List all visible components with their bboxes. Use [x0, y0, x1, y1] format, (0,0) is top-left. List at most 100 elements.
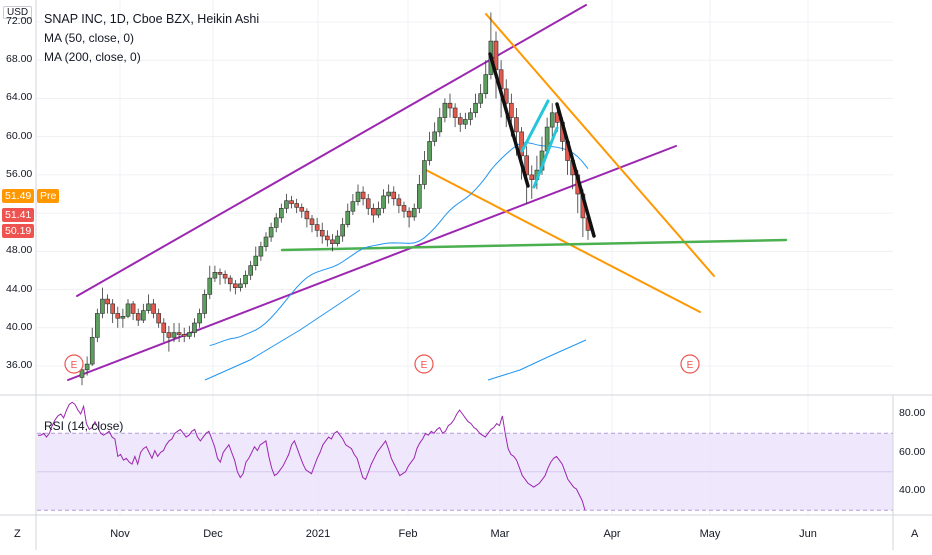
candle-body	[156, 313, 161, 324]
price-tick-label: 56.00	[6, 167, 33, 180]
time-tick-label: Dec	[203, 528, 223, 540]
time-tick-label: Jun	[799, 528, 817, 540]
candle-body	[233, 283, 238, 288]
time-tick-label: Mar	[490, 528, 510, 540]
candle-body	[171, 332, 177, 338]
candle-body	[294, 203, 299, 208]
channel-lower-line	[67, 145, 677, 381]
indicator-ma200[interactable]: MA (200, close, 0)	[44, 50, 141, 64]
candle-body	[478, 93, 483, 104]
candle-body	[365, 198, 371, 209]
candle-body	[319, 230, 325, 237]
rsi-series	[38, 401, 586, 511]
candle-body	[386, 191, 391, 197]
price-tick-label: 44.00	[6, 282, 33, 295]
candle-body	[330, 239, 335, 244]
decline-line-2	[555, 102, 596, 238]
price-tag-premarket: 51.49	[2, 189, 35, 203]
candle-body	[442, 102, 448, 118]
chart-legend: SNAP INC, 1D, Cboe BZX, Heikin Ashi MA (…	[44, 10, 259, 67]
price-tick-label: 64.00	[6, 91, 33, 104]
zoom-reset-button[interactable]: Z	[14, 528, 21, 540]
candle-body	[345, 210, 351, 225]
candle-body	[273, 217, 279, 228]
flag-line-2	[532, 126, 559, 189]
candle-body	[452, 107, 458, 118]
candle-body	[350, 201, 356, 212]
candle-body	[376, 208, 381, 216]
candle-body	[279, 208, 284, 219]
candle-body	[181, 334, 187, 337]
currency-label[interactable]: USD	[3, 6, 33, 19]
price-tick-label: 40.00	[6, 320, 33, 333]
time-tick-label: Nov	[110, 528, 130, 540]
candle-body	[529, 174, 535, 180]
flag-line-1	[520, 99, 550, 153]
candle-body	[268, 227, 274, 238]
candle-body	[197, 313, 202, 324]
candle-body	[100, 298, 105, 314]
candle-body	[447, 102, 453, 109]
candle-body	[84, 363, 90, 371]
candle-body	[417, 184, 422, 209]
candle-body	[411, 208, 417, 218]
candle-body	[360, 191, 366, 200]
candle-body	[105, 298, 110, 305]
candle-body	[549, 112, 555, 128]
price-tag-close: 50.19	[2, 224, 35, 238]
candle-body	[110, 303, 115, 314]
candles	[79, 12, 591, 386]
candle-body	[146, 303, 151, 311]
candle-body	[227, 277, 233, 285]
price-grid	[37, 0, 893, 515]
earnings-letter: E	[687, 360, 694, 371]
candle-body	[299, 207, 305, 212]
candle-body	[79, 369, 85, 378]
candle-body	[115, 313, 121, 319]
candle-body	[381, 195, 386, 209]
candle-body	[457, 117, 463, 125]
candle-body	[427, 141, 432, 161]
candle-body	[524, 155, 529, 176]
support-line	[280, 238, 788, 252]
price-tick-label: 36.00	[6, 359, 33, 371]
candle-body	[95, 313, 100, 338]
time-tick-label: May	[699, 528, 721, 540]
candle-body	[391, 191, 397, 200]
candle-body	[130, 303, 136, 314]
candle-body	[483, 74, 489, 94]
candle-body	[335, 235, 340, 244]
candle-body	[253, 255, 259, 266]
indicator-ma50[interactable]: MA (50, close, 0)	[44, 31, 135, 45]
price-tick-label: 72.00	[6, 15, 33, 27]
candle-body	[509, 102, 514, 118]
rsi-line	[38, 401, 586, 511]
candle-body	[125, 303, 131, 317]
candle-body	[304, 210, 310, 220]
candle-body	[325, 235, 330, 241]
candle-body	[243, 274, 248, 285]
candle-body	[212, 272, 218, 279]
price-tick-label: 48.00	[6, 244, 33, 257]
price-tick-label: 68.00	[6, 53, 33, 66]
ma200-line	[487, 339, 587, 381]
earnings-marker	[64, 354, 84, 374]
candle-body	[202, 294, 207, 314]
candle-body	[238, 283, 243, 288]
candle-body	[432, 131, 437, 142]
auto-scale-button[interactable]: A	[911, 528, 919, 540]
candle-body	[519, 131, 524, 157]
earnings-letter: E	[421, 360, 428, 371]
candle-body	[422, 160, 427, 185]
rsi-legend[interactable]: RSI (14, close)	[44, 419, 124, 433]
rsi-tick-label: 60.00	[899, 445, 926, 458]
candle-body	[314, 224, 320, 231]
earnings-marker	[414, 354, 434, 374]
candle-body	[284, 200, 289, 209]
ma200-line-early	[204, 289, 361, 381]
candle-body	[89, 337, 95, 365]
